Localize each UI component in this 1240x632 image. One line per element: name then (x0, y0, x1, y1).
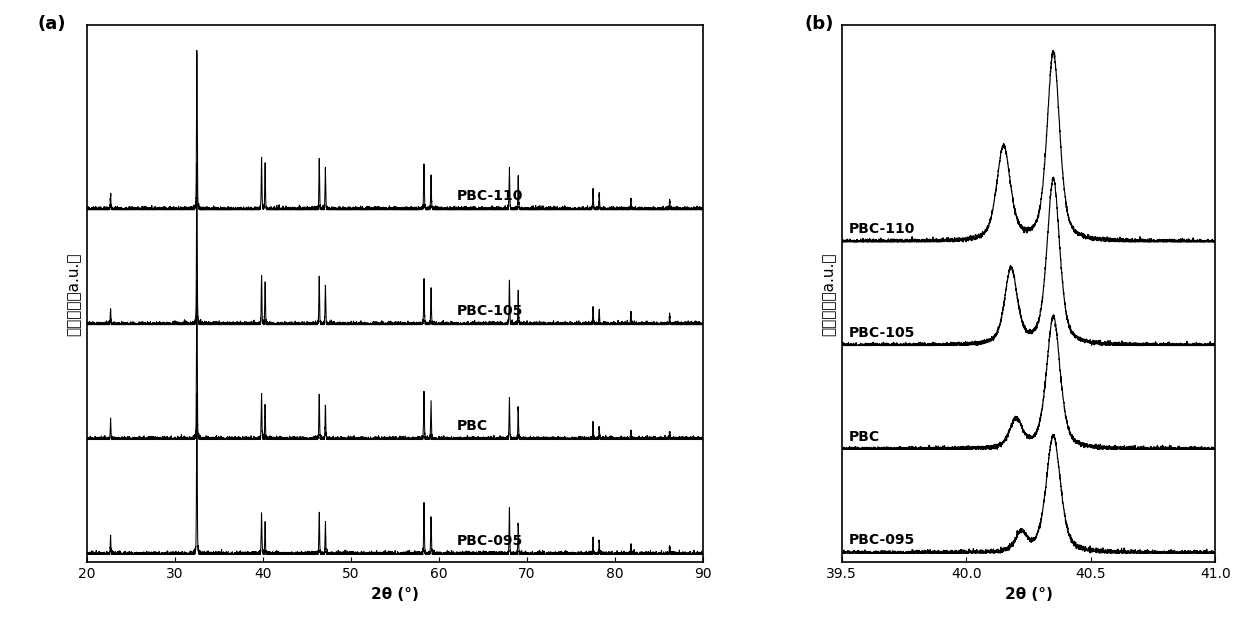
Text: PBC-095: PBC-095 (849, 533, 915, 547)
Text: PBC: PBC (456, 419, 487, 433)
X-axis label: 2θ (°): 2θ (°) (371, 587, 419, 602)
Y-axis label: 相对强度（a.u.）: 相对强度（a.u.） (821, 252, 836, 336)
Text: PBC: PBC (849, 430, 880, 444)
X-axis label: 2θ (°): 2θ (°) (1004, 587, 1053, 602)
Text: PBC-105: PBC-105 (849, 326, 915, 340)
Text: PBC-110: PBC-110 (456, 189, 523, 204)
Text: PBC-105: PBC-105 (456, 304, 523, 319)
Y-axis label: 相对强度（a.u.）: 相对强度（a.u.） (66, 252, 82, 336)
Text: (a): (a) (37, 15, 66, 32)
Text: PBC-095: PBC-095 (456, 534, 523, 548)
Text: PBC-110: PBC-110 (849, 222, 915, 236)
Text: (b): (b) (805, 15, 833, 32)
